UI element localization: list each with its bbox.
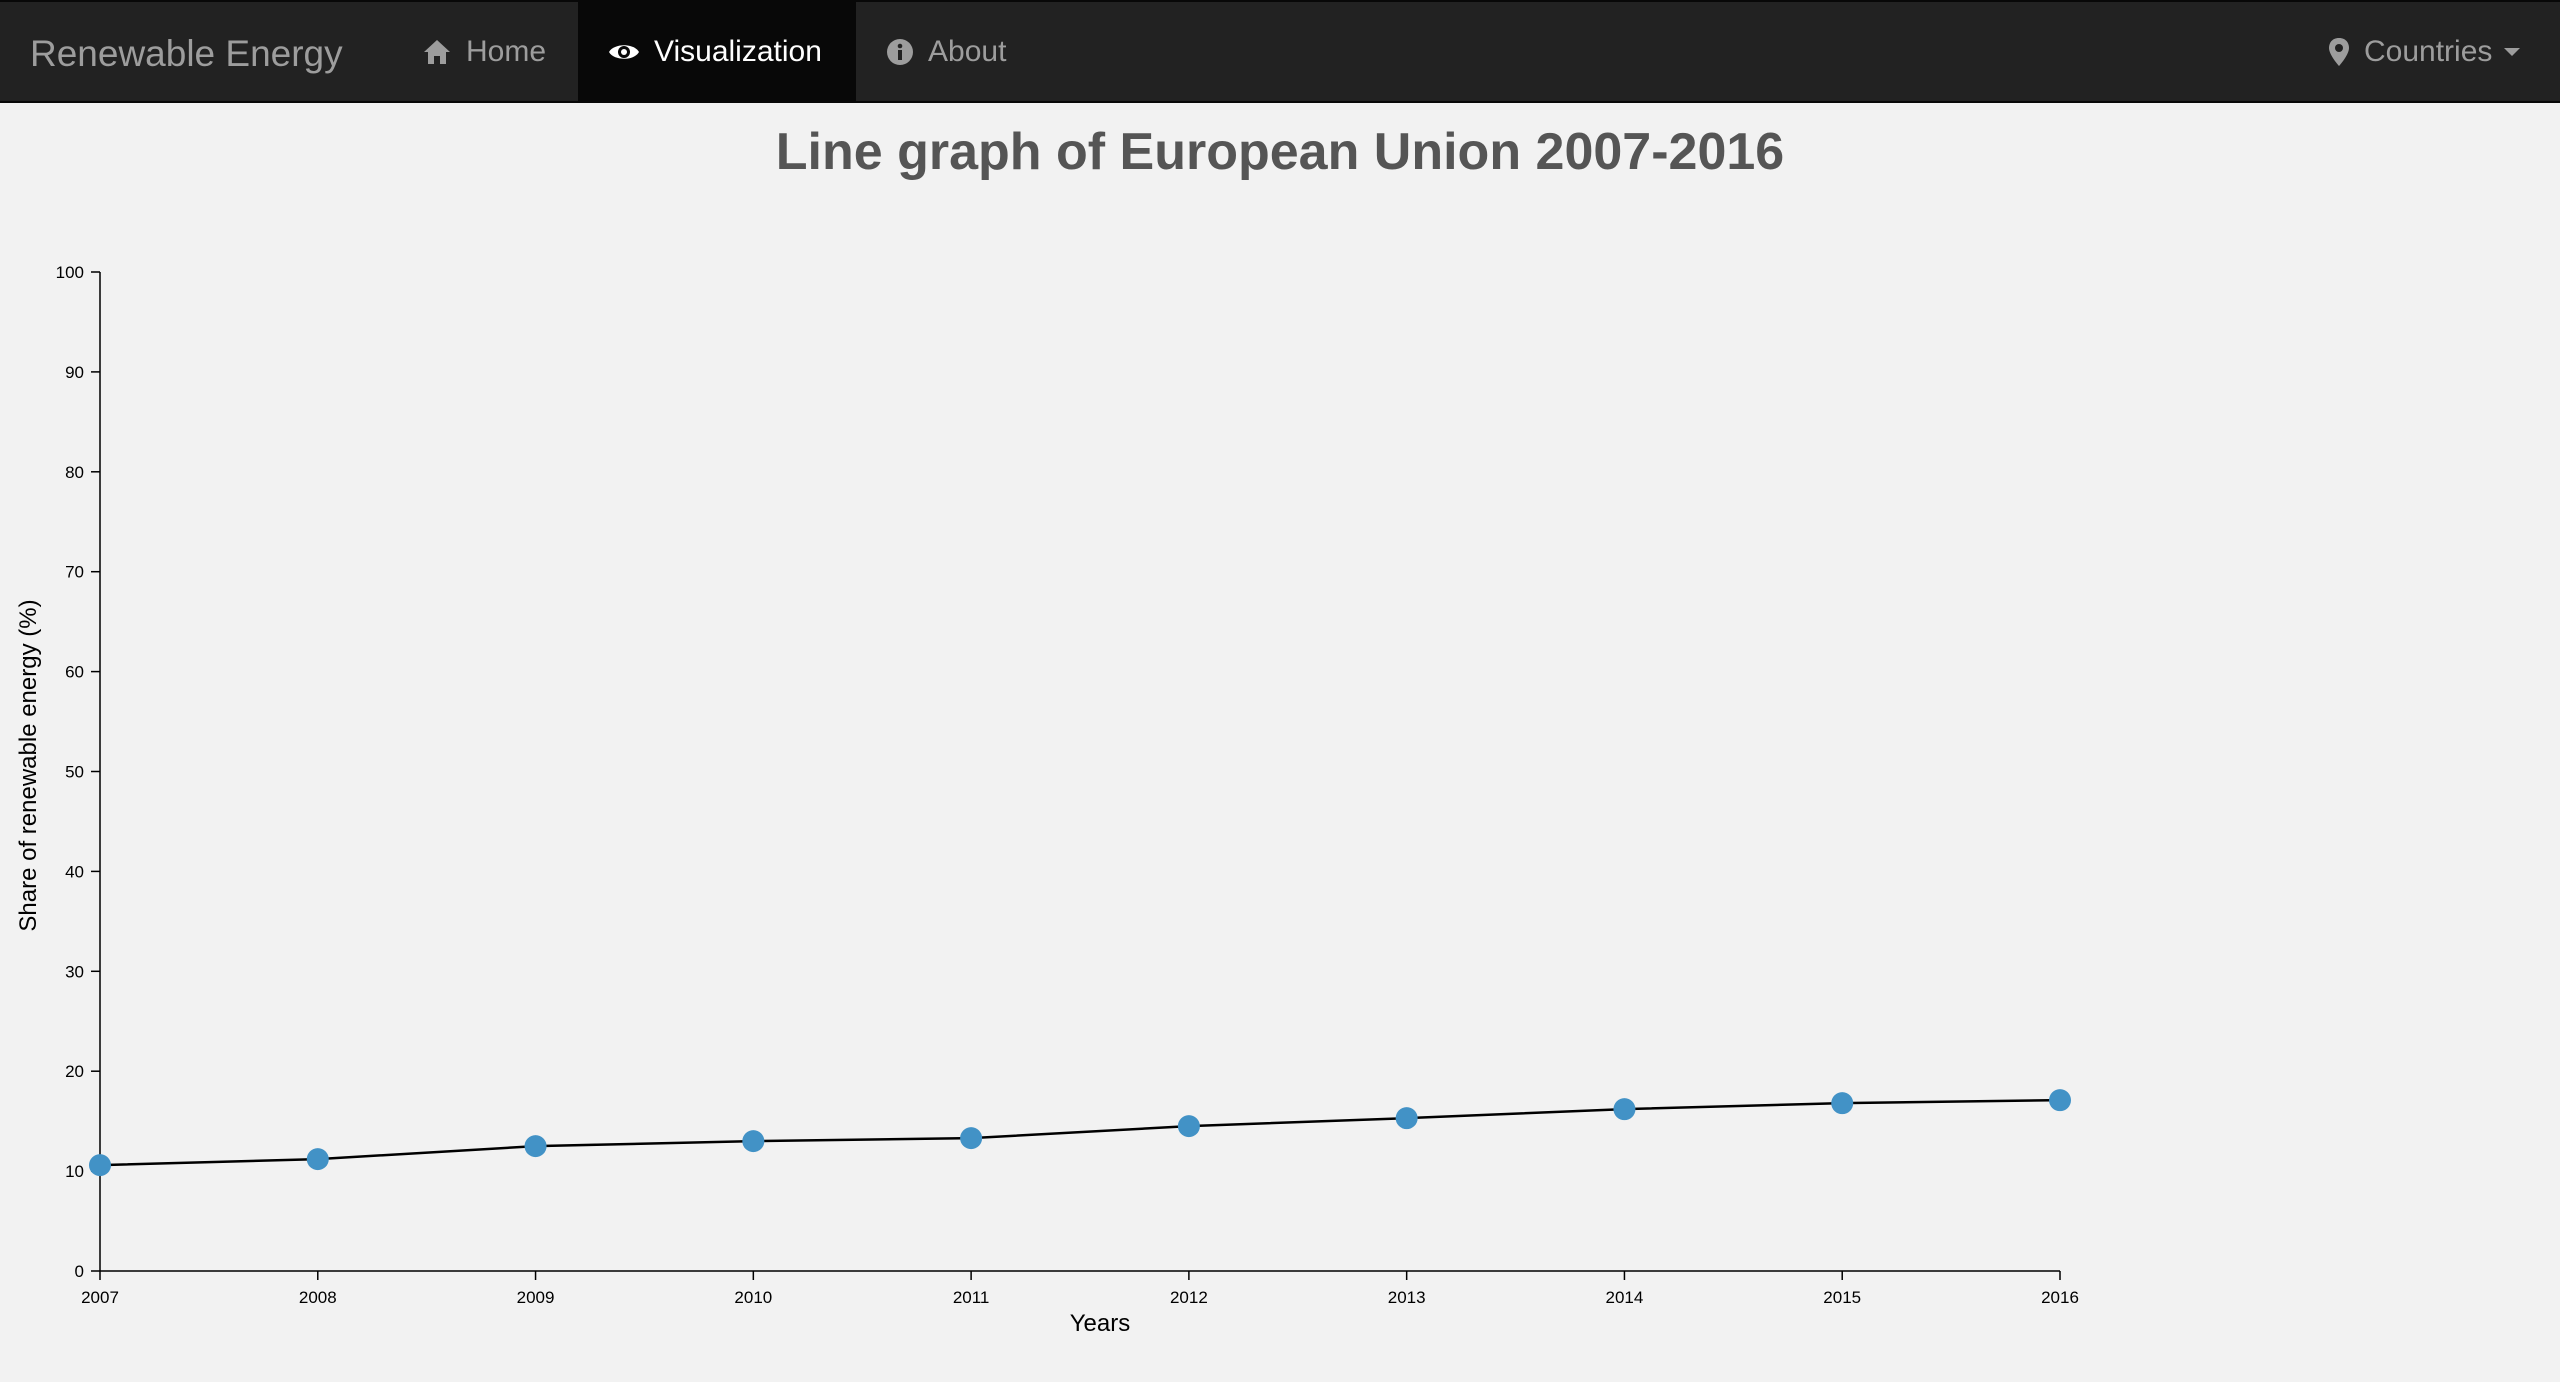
x-tick-label: 2016 (2041, 1288, 2079, 1307)
brand-title[interactable]: Renewable Energy (30, 33, 343, 74)
x-tick-label: 2014 (1606, 1288, 1644, 1307)
nav-about[interactable]: About (856, 2, 1046, 101)
data-point (524, 1135, 547, 1158)
x-tick-label: 2013 (1388, 1288, 1426, 1307)
y-tick-label: 50 (65, 763, 84, 782)
y-tick-label: 60 (65, 663, 84, 682)
x-tick-label: 2007 (81, 1288, 119, 1307)
y-tick-label: 40 (65, 862, 84, 881)
data-point (306, 1148, 329, 1171)
x-tick-label: 2008 (299, 1288, 337, 1307)
nav-visualization-label: Visualization (654, 34, 822, 68)
nav-home[interactable]: Home (408, 2, 578, 101)
home-icon (422, 38, 452, 66)
x-tick-label: 2015 (1823, 1288, 1861, 1307)
y-tick-label: 70 (65, 563, 84, 582)
data-point (1177, 1115, 1200, 1138)
nav-home-label: Home (466, 34, 547, 68)
y-tick-label: 100 (56, 263, 84, 282)
chart-title: Line graph of European Union 2007-2016 (775, 123, 1785, 181)
y-tick-label: 80 (65, 463, 84, 482)
data-point (1831, 1092, 1854, 1115)
data-point (89, 1154, 111, 1177)
y-tick-label: 10 (65, 1162, 84, 1181)
nav-about-label: About (928, 34, 1007, 68)
data-point (2049, 1089, 2071, 1112)
x-tick-label: 2012 (1170, 1288, 1208, 1307)
x-axis-title: Years (1070, 1310, 1131, 1337)
series-line (99, 1098, 2061, 1167)
navbar: Renewable Energy Home Visualization (0, 0, 2560, 103)
y-tick-label: 20 (65, 1062, 84, 1081)
x-tick-label: 2010 (734, 1288, 772, 1307)
y-tick-label: 90 (65, 363, 84, 382)
map-marker-icon (2328, 37, 2350, 67)
nav-visualization[interactable]: Visualization (578, 2, 856, 101)
data-point (742, 1130, 765, 1153)
data-point (1395, 1107, 1418, 1130)
data-point (1613, 1098, 1636, 1121)
y-tick-label: 30 (65, 962, 84, 981)
eye-icon (608, 40, 640, 64)
chevron-down-icon (2504, 47, 2521, 56)
y-tick-label: 0 (75, 1262, 84, 1281)
info-icon (886, 38, 914, 66)
data-point (960, 1127, 983, 1150)
countries-label: Countries (2364, 34, 2493, 68)
countries-dropdown[interactable]: Countries (2300, 2, 2560, 101)
y-axis-title: Share of renewable energy (%) (15, 599, 42, 931)
x-tick-label: 2009 (517, 1288, 555, 1307)
x-tick-label: 2011 (953, 1288, 990, 1307)
